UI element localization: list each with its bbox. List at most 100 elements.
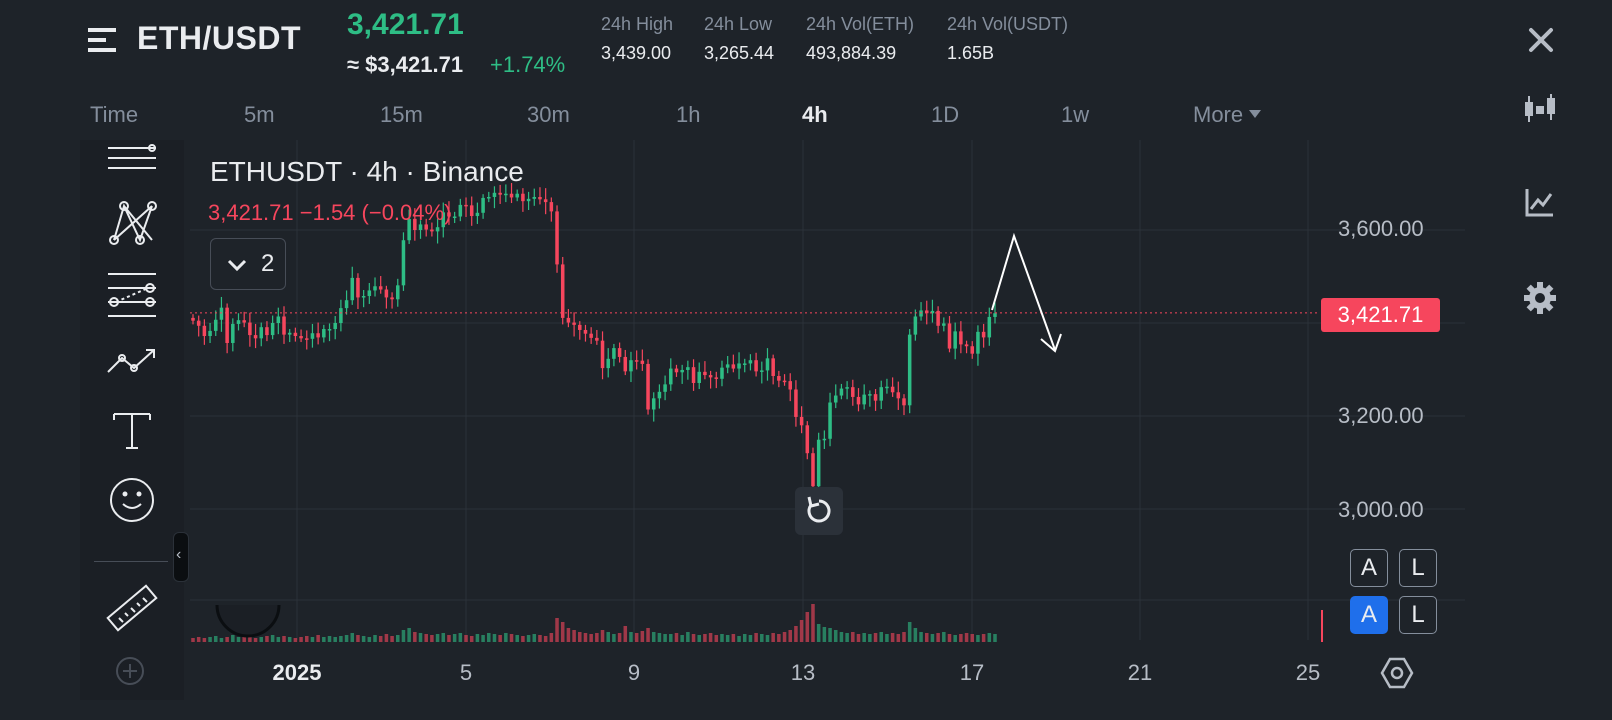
volume-bar (549, 633, 554, 642)
indicator-toggle[interactable]: 2 (210, 238, 286, 290)
timeframe-more[interactable]: More (1193, 102, 1262, 128)
candle-body (725, 364, 730, 368)
volume-bar (981, 634, 986, 642)
volume-bar (669, 634, 673, 642)
volume-bar (845, 633, 849, 642)
candle-body (669, 368, 673, 385)
candle-body (361, 296, 366, 298)
line-chart-icon[interactable] (1522, 184, 1558, 220)
candle-body (634, 360, 639, 362)
volume-bar (708, 633, 713, 642)
close-icon[interactable] (1521, 20, 1561, 60)
pair-title[interactable]: ETH/USDT (137, 20, 301, 56)
volume-bar (930, 634, 935, 642)
volume-bar (287, 637, 292, 642)
chart-legend-title: ETHUSDT · 4h · Binance (210, 156, 524, 187)
candle-body (953, 331, 957, 349)
candle-body (464, 204, 468, 207)
candle-body (828, 402, 832, 439)
volume-bar (651, 632, 656, 642)
pattern-tool-icon[interactable] (102, 196, 162, 252)
volume-bar (299, 637, 303, 642)
candle-body (310, 333, 315, 339)
stat-24h-high: 24h High 3,439.00 (601, 14, 673, 64)
fib-lines-icon[interactable] (102, 266, 162, 322)
text-tool-icon[interactable] (102, 402, 162, 458)
timeframe-4h[interactable]: 4h (802, 102, 828, 127)
volume-bar (851, 632, 855, 642)
volume-bar (572, 630, 576, 642)
volume-bar (828, 628, 832, 642)
ruler-icon[interactable] (102, 580, 162, 636)
candle-body (248, 322, 252, 336)
candle-body (794, 389, 798, 417)
timeframe-1w[interactable]: 1w (1061, 102, 1090, 127)
emoji-icon[interactable] (102, 472, 162, 528)
volume-bar (896, 634, 901, 642)
candle-body (896, 392, 901, 399)
candle-body (253, 335, 258, 339)
settings-icon[interactable] (1522, 280, 1558, 316)
candle-body (282, 316, 286, 335)
candle-body (509, 193, 514, 198)
candle-body (680, 369, 684, 373)
candle-body (737, 363, 741, 369)
volume-bar (771, 633, 775, 642)
log-scale-button[interactable]: L (1399, 549, 1437, 587)
collapse-toolbar-button[interactable]: ‹ (173, 532, 189, 582)
candle-body (714, 377, 719, 379)
volume-bar (498, 635, 502, 642)
volume-bar (441, 633, 446, 642)
volume-bar (811, 604, 815, 642)
volume-bar (942, 632, 946, 642)
candlestick-icon[interactable] (1522, 90, 1558, 126)
stat-label: 24h Low (704, 14, 773, 34)
ticker-header: ETH/USDT 3,421.71 ≈ $3,421.71 +1.74% 24h… (0, 0, 1612, 95)
candle-body (504, 193, 508, 196)
volume-bar (407, 628, 411, 642)
volume-bar (373, 635, 377, 642)
volume-bar (401, 630, 406, 642)
volume-auto-scale-button[interactable]: A (1350, 596, 1388, 634)
timeframe-1d[interactable]: 1D (931, 102, 960, 127)
timeframe-5m[interactable]: 5m (244, 102, 275, 127)
volume-bar (350, 633, 355, 642)
chart-settings-hex-icon[interactable] (1380, 656, 1414, 690)
timeframe-1h[interactable]: 1h (676, 102, 701, 127)
candle-body (942, 323, 946, 326)
volume-bar (663, 634, 667, 642)
volume-bar (509, 634, 514, 642)
candle-body (640, 360, 645, 364)
volume-bar (208, 637, 212, 642)
candle-body (976, 331, 980, 354)
volume-bar (725, 635, 730, 642)
candle-body (987, 316, 992, 338)
volume-bar (282, 636, 286, 642)
candle-body (924, 310, 929, 314)
candle-body (930, 310, 935, 314)
timeframe-15m[interactable]: 15m (380, 102, 423, 127)
volume-bar (367, 637, 372, 642)
horizontal-lines-icon[interactable] (102, 134, 162, 190)
volume-bar (526, 635, 531, 642)
volume-bar (760, 634, 764, 642)
add-tool-icon[interactable] (102, 645, 162, 701)
candle-body (333, 323, 337, 330)
volume-bar (481, 635, 485, 642)
volume-bar (885, 634, 889, 642)
volume-bar (742, 634, 747, 642)
stat-24h-vol-usdt: 24h Vol(USDT) 1.65B (947, 14, 1068, 64)
volume-bar (765, 635, 770, 642)
candle-body (498, 192, 502, 195)
volume-bar (697, 635, 701, 642)
auto-scale-button[interactable]: A (1350, 549, 1388, 587)
candle-body (839, 388, 844, 396)
reset-chart-button[interactable] (795, 487, 843, 535)
volume-log-scale-button[interactable]: L (1399, 596, 1437, 634)
volume-bar (236, 637, 241, 642)
trend-line-icon[interactable] (102, 336, 162, 392)
menu-icon[interactable] (86, 24, 118, 56)
candle-body (384, 289, 389, 298)
timeframe-30m[interactable]: 30m (527, 102, 570, 127)
